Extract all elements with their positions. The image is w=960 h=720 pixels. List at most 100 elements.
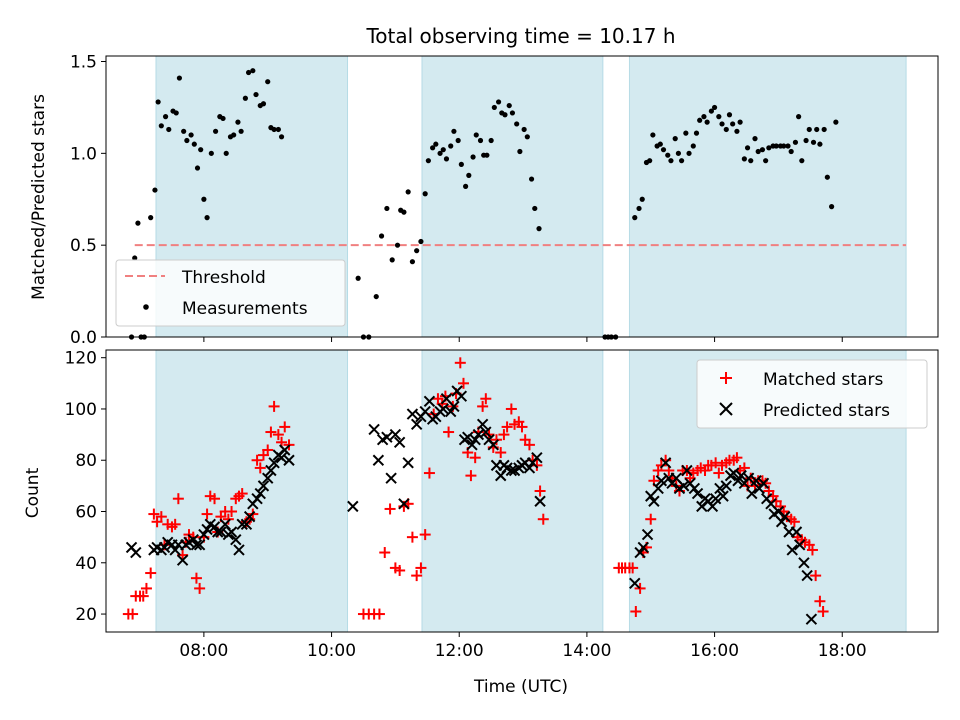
ratio-observing-window [628,55,907,338]
panel-counts: 20 40 60 80 100 120 08:00 10:00 12:00 14:00 16:00… [23,349,939,697]
chart-title: Total observing time = 10.17 h [365,24,675,48]
measurement-point [253,91,259,98]
predicted-star-point [265,464,277,477]
matched-star-point [454,357,466,369]
count-xtick-label: 08:00 [179,641,228,661]
measurement-point [223,150,229,156]
measurement-point [781,143,787,149]
measurement-point [647,158,653,164]
matched-star-point [169,518,181,530]
measurement-point [231,132,237,138]
matched-star-point [254,462,266,474]
matched-star-point [373,608,385,620]
matched-star-point [469,452,481,464]
matched-star-point [251,454,263,466]
predicted-star-point [717,490,729,502]
measurement-point [201,196,207,202]
matched-star-point [490,434,502,446]
matched-star-point [760,477,772,489]
legend-matched-swatch [720,372,732,384]
matched-star-point [172,493,184,505]
measurement-point [394,242,401,248]
predicted-star-point [381,431,393,443]
measurement-point [463,183,469,189]
measurement-point [155,99,161,105]
matched-star-point [457,377,469,389]
measurement-point [744,145,751,151]
predicted-star-point [469,434,481,446]
measurement-point [198,147,204,153]
legend-counts: Matched stars Predicted stars [696,359,928,429]
count-xtick-label: 18:00 [818,641,867,661]
matched-star-point [222,513,234,525]
predicted-star-point [634,546,646,559]
predicted-star-point [691,487,704,500]
predicted-star-point [757,477,770,490]
measurement-point [766,145,772,151]
measurement-point [532,205,538,212]
measurement-point [704,119,710,125]
measurement-point [799,158,805,164]
matched-star-point [394,564,406,576]
predicted-star-point [257,480,270,492]
measurement-point [378,233,385,239]
measurement-point [741,156,747,162]
matched-star-point [272,429,284,441]
matched-star-point [537,513,549,525]
measurement-point [792,139,799,145]
predicted-star-point [742,472,755,484]
count-ytick-label: 40 [75,554,97,574]
legend-measurements-label: Measurements [182,299,308,319]
measurement-point [204,215,210,221]
measurement-point [803,137,809,144]
predicted-star-point [230,534,242,546]
measurement-point [785,143,791,149]
measurement-point [422,191,428,197]
matched-star-point [145,567,157,579]
predicted-star-point [215,526,227,538]
measurement-point [748,158,754,164]
matched-star-point [279,421,291,433]
panel-ratio: 0.0 0.5 1.0 1.5 Matched/Predicted stars Thr… [29,53,939,348]
matched-star-point [814,595,826,607]
measurement-point [162,114,169,120]
measurement-point [278,134,285,140]
predicted-star-point [534,495,546,507]
predicted-star-point [637,541,649,554]
predicted-star-point [455,390,468,402]
matched-star-point [495,447,507,459]
measurement-point [265,79,271,85]
measurement-point [271,126,277,133]
predicted-star-point [262,472,274,484]
predicted-star-point [480,426,492,438]
predicted-star-point [275,451,288,464]
measurement-point [636,205,642,212]
measurement-point [693,130,700,136]
predicted-star-point [240,518,253,531]
measurement-point [455,137,461,144]
predicted-star-point [652,482,664,495]
predicted-star-point [130,546,142,559]
predicted-star-point [487,439,499,451]
legend-predicted-label: Predicted stars [763,401,890,421]
count-ytick-label: 60 [75,503,97,523]
measurement-point [502,112,508,118]
ratio-ytick-label: 1.5 [70,53,97,73]
predicted-star-point [805,613,818,625]
measurement-point [723,126,729,133]
matched-star-point [443,426,455,438]
measurement-point [135,220,141,226]
matched-star-point [788,516,800,528]
predicted-star-point [398,498,410,510]
predicted-star-point [678,480,690,492]
measurement-point [473,132,479,138]
y-axis-label-ratio: Matched/Predicted stars [29,94,49,300]
measurement-point [675,150,681,156]
measurement-point [817,141,823,147]
matched-star-point [384,503,396,515]
predicted-star-point [445,405,457,418]
ratio-ytick-label: 0.5 [70,236,97,256]
measurement-point [726,112,733,118]
matched-star-point [419,529,431,541]
measurement-point [752,136,758,142]
